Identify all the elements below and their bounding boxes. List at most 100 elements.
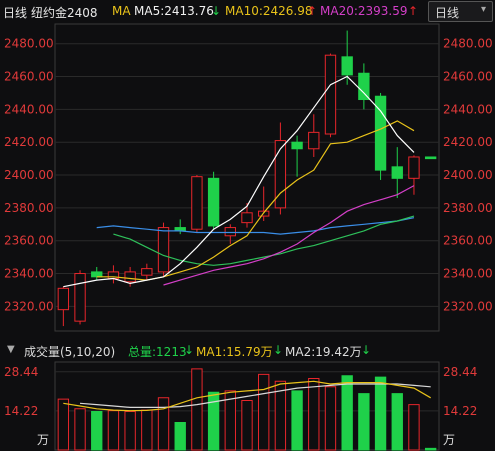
candle-up [141, 268, 153, 276]
candles [57, 30, 437, 327]
ma-line-blue [96, 217, 415, 235]
volume-bar-up [408, 404, 420, 451]
volume-unit-label: 万 [37, 433, 49, 447]
volume-ma2-down-arrow-icon: ↓ [361, 343, 372, 357]
volume-bar-up [157, 397, 170, 451]
price-tick-label: 2440.00 [443, 102, 493, 116]
volume-total: 总量:1213 [128, 345, 187, 359]
volume-tick-label: 28.44 [4, 365, 38, 379]
volume-unit-label: 万 [443, 433, 455, 447]
price-tick-label: 2420.00 [443, 135, 493, 149]
period-select-value: 日线 [435, 6, 460, 20]
volume-bar-up [258, 373, 270, 451]
volume-bar-up [324, 386, 337, 451]
price-axis-left: 2480.00 2460.00 2440.00 2420.00 2400.00 2380.… [4, 37, 54, 314]
period-label: 日线 [3, 6, 28, 20]
candle-up [408, 156, 420, 179]
chevron-down-icon: ▾ [480, 4, 486, 15]
top-bar: 日线 纽约金2408 MA MA5:2413.76 ↓ MA10:2426.98… [0, 0, 495, 22]
candle-down [341, 56, 353, 76]
price-tick-label: 2420.00 [4, 135, 54, 149]
volume-bar-up [191, 368, 203, 451]
price-plot-frame [54, 23, 440, 332]
volume-ma1-down-arrow-icon: ↓ [273, 343, 284, 357]
period-select[interactable]: 日线 ▾ [428, 1, 493, 22]
price-axis-right: 2480.00 2460.00 2440.00 2420.00 2400.00 2380.… [443, 37, 493, 314]
volume-axis-right: 28.44 14.22 万 [443, 365, 477, 447]
volume-bars [57, 368, 437, 451]
volume-tick-label: 28.44 [443, 365, 477, 379]
price-tick-label: 2440.00 [4, 102, 54, 116]
candle-up [157, 227, 170, 273]
volume-bar-up [74, 408, 86, 451]
volume-tick-label: 14.22 [443, 404, 477, 418]
price-tick-label: 2480.00 [4, 37, 54, 51]
volume-bar-up [308, 378, 320, 451]
symbol-name[interactable]: 纽约金2408 [31, 6, 98, 20]
candle-up [74, 273, 86, 322]
price-tick-label: 2460.00 [443, 70, 493, 84]
ma-lines [63, 75, 415, 288]
price-tick-label: 2340.00 [4, 267, 54, 281]
volume-bar-up [57, 398, 70, 451]
ma10-value: MA10:2426.98 [225, 4, 313, 18]
ma10-line [96, 120, 415, 281]
volume-bar-down [391, 393, 403, 451]
candle-down [91, 271, 103, 278]
candle-up [57, 287, 70, 311]
ma5-value: MA5:2413.76 [134, 4, 214, 18]
price-tick-label: 2320.00 [443, 299, 493, 313]
candle-down [424, 156, 437, 160]
price-tick-label: 2400.00 [4, 168, 54, 182]
candle-down [207, 177, 220, 227]
volume-header: ▼ 成交量(5,10,20) 总量:1213 ↓ MA1:15.79万 ↓ MA… [0, 338, 495, 362]
price-tick-label: 2460.00 [4, 70, 54, 84]
ma-prefix: MA [112, 4, 131, 18]
candle-down [391, 166, 403, 179]
volume-ma2-line [79, 383, 431, 408]
volume-ma-lines [63, 380, 432, 412]
price-tick-label: 2380.00 [443, 201, 493, 215]
price-tick-label: 2320.00 [4, 299, 54, 313]
collapse-icon[interactable]: ▼ [7, 344, 15, 355]
candle-down [291, 141, 303, 150]
candle-up [274, 140, 287, 209]
candle-up [324, 54, 337, 135]
price-tick-label: 2360.00 [443, 234, 493, 248]
volume-bar-up [141, 409, 153, 451]
volume-bar-down [341, 375, 353, 451]
volume-bar-down [374, 376, 387, 451]
ma-line-green [113, 215, 415, 266]
volume-bar-down [174, 422, 186, 451]
volume-bar-up [107, 410, 120, 451]
ma20-line [163, 185, 415, 286]
volume-bar-up [241, 400, 253, 451]
volume-bar-down [291, 390, 303, 451]
price-tick-label: 2340.00 [443, 267, 493, 281]
candle-down [374, 95, 387, 171]
volume-ma1: MA1:15.79万 [196, 345, 273, 359]
volume-axis-left: 28.44 14.22 万 [4, 365, 49, 447]
volume-tick-label: 14.22 [4, 404, 38, 418]
ma10-up-arrow-icon: ↑ [307, 4, 318, 18]
ma20-up-arrow-icon: ↑ [408, 4, 419, 18]
volume-total-down-arrow-icon: ↓ [184, 343, 195, 357]
volume-bar-down [358, 393, 370, 451]
ma5-down-arrow-icon: ↓ [211, 4, 222, 18]
volume-ma2: MA2:19.42万 [285, 345, 362, 359]
volume-bar-up [274, 380, 287, 451]
price-tick-label: 2360.00 [4, 234, 54, 248]
volume-bar-down [91, 411, 103, 451]
ma20-value: MA20:2393.59 [320, 4, 408, 18]
volume-bar-up [124, 411, 136, 451]
volume-ma1-line [63, 380, 432, 412]
candle-up [308, 131, 320, 150]
volume-title: 成交量(5,10,20) [24, 345, 116, 359]
volume-bar-up [224, 390, 236, 451]
volume-bar-down [207, 391, 220, 451]
volume-bar-down [424, 447, 437, 451]
candle-up [124, 271, 136, 283]
candle-down [358, 72, 370, 101]
candle-up [241, 212, 253, 224]
